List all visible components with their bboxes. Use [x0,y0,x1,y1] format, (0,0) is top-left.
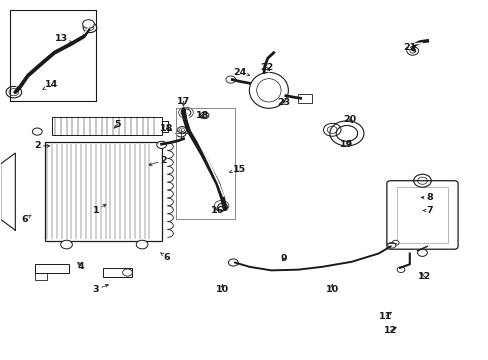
Text: 2: 2 [149,156,167,166]
Circle shape [228,259,238,266]
Text: 4: 4 [78,262,84,271]
Text: 9: 9 [280,255,286,264]
Circle shape [391,240,398,245]
Text: 18: 18 [160,123,173,132]
Circle shape [122,269,132,276]
Circle shape [225,76,235,83]
Text: 6: 6 [160,253,169,262]
Circle shape [200,112,208,119]
Text: 16: 16 [211,206,224,215]
Text: 3: 3 [92,284,108,294]
Circle shape [176,130,185,137]
Text: 12: 12 [384,326,397,335]
Text: 2: 2 [34,141,50,150]
Circle shape [157,141,166,148]
Bar [396,187,447,243]
Circle shape [82,20,94,28]
Circle shape [181,109,190,116]
Text: 5: 5 [114,120,121,129]
Text: 7: 7 [423,206,432,215]
Circle shape [177,127,186,133]
Text: 22: 22 [259,63,272,72]
Text: 21: 21 [403,43,416,52]
Text: 19: 19 [340,140,353,149]
Bar [298,94,311,103]
Text: 10: 10 [325,284,338,294]
Text: 14: 14 [42,81,59,90]
Bar [35,273,47,280]
Bar [35,264,69,273]
Text: 18: 18 [196,111,209,120]
Text: 13: 13 [55,34,72,43]
Text: 6: 6 [22,215,31,224]
Bar [103,268,132,277]
Text: 24: 24 [232,68,249,77]
Circle shape [417,249,427,256]
Circle shape [136,240,148,249]
Text: 10: 10 [216,284,229,294]
Text: 15: 15 [229,165,245,174]
Text: 17: 17 [177,96,190,106]
Circle shape [32,128,42,135]
Text: 12: 12 [417,272,430,281]
Circle shape [61,240,72,249]
Circle shape [335,126,357,141]
Text: 23: 23 [276,98,289,107]
Circle shape [396,267,404,273]
Text: 11: 11 [379,312,392,321]
Text: 20: 20 [342,114,355,123]
Text: 8: 8 [421,193,432,202]
Circle shape [217,203,227,211]
Bar [52,117,161,135]
Bar [44,142,161,241]
Text: 1: 1 [92,204,106,215]
Circle shape [387,242,395,248]
